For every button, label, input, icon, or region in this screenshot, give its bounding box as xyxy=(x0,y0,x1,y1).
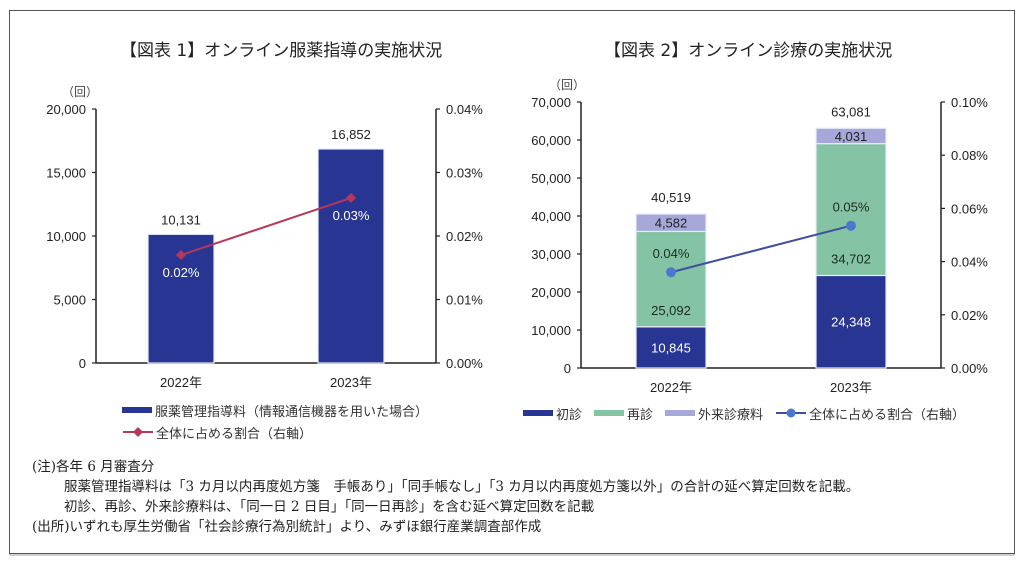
y-tick-label: 40,000 xyxy=(531,209,571,224)
legend-label: 初診 xyxy=(556,407,583,423)
y-tick-label: 60,000 xyxy=(531,133,571,148)
legend-circle-line-icon xyxy=(776,408,807,418)
ratio-point xyxy=(176,250,186,261)
y-tick-label: 50,000 xyxy=(531,171,571,186)
frame-shadow xyxy=(9,554,1015,556)
legend-label: 服薬管理指導料（情報通信機器を用いた場合） xyxy=(155,404,429,420)
y2-tick-label: 0.02% xyxy=(446,229,483,244)
segment-value-label: 4,031 xyxy=(835,129,868,144)
y2-tick-label: 0.08% xyxy=(951,148,988,163)
legend-label: 再診 xyxy=(627,407,654,423)
bar-segment xyxy=(317,148,385,364)
ratio-point xyxy=(666,267,676,278)
total-value-label: 63,081 xyxy=(831,104,871,119)
chart1-legend: 服薬管理指導料（情報通信機器を用いた場合） 全体に占める割合（右軸） xyxy=(122,399,428,443)
ratio-value-label: 0.05% xyxy=(833,200,870,215)
x-tick-label: 2022年 xyxy=(650,380,692,395)
total-value-label: 40,519 xyxy=(651,190,691,205)
legend-swatch-gairai xyxy=(665,410,696,416)
y2-tick-label: 0.04% xyxy=(951,255,988,270)
chart2-legend-line: 全体に占める割合（右軸） xyxy=(775,402,965,424)
chart2-title: 【図表 2】オンライン診療の実施状況 xyxy=(604,41,893,61)
note-shinryo: 初診、再診、外来診療料は、「同一日 2 日目」「同一日再診」を含む延べ算定回数を… xyxy=(64,499,595,515)
bar-segment xyxy=(815,143,887,277)
ratio-line xyxy=(180,196,352,256)
ratio-value-label: 0.03% xyxy=(333,208,370,223)
legend-swatch-saishin xyxy=(594,410,625,416)
bar-segment xyxy=(635,230,707,328)
ratio-value-label: 0.04% xyxy=(653,246,690,261)
segment-value-label: 34,702 xyxy=(831,251,871,266)
y-axis-unit-label: （回） xyxy=(62,85,98,99)
y-axis-unit-label: （回） xyxy=(549,78,585,92)
y-tick-label: 15,000 xyxy=(46,166,86,181)
legend-swatch-bar xyxy=(122,407,152,413)
bar-segment xyxy=(815,274,887,369)
y-tick-label: 70,000 xyxy=(531,95,571,110)
segment-value-label: 25,092 xyxy=(651,303,691,318)
chart2-legend-shoshin: 初診 xyxy=(523,402,582,424)
note-survey: (注)各年 6 月審査分 xyxy=(32,459,155,475)
y2-tick-label: 0.04% xyxy=(446,102,483,117)
legend-swatch-shoshin xyxy=(523,410,553,416)
y-tick-label: 10,000 xyxy=(531,323,571,338)
y-tick-label: 5,000 xyxy=(53,293,86,308)
y-tick-label: 20,000 xyxy=(531,285,571,300)
segment-value-label: 4,582 xyxy=(655,216,688,231)
y-tick-label: 0 xyxy=(564,361,571,376)
y-tick-label: 30,000 xyxy=(531,247,571,262)
y-tick-label: 0 xyxy=(79,356,86,371)
segment-value-label: 10,845 xyxy=(651,340,691,355)
y-tick-label: 20,000 xyxy=(46,102,86,117)
chart1-title: 【図表 1】オンライン服薬指導の実施状況 xyxy=(120,41,443,61)
ratio-point xyxy=(846,220,856,231)
y2-tick-label: 0.10% xyxy=(951,95,988,110)
ratio-line xyxy=(670,224,852,274)
chart1-legend-line: 全体に占める割合（右軸） xyxy=(122,421,428,443)
legend-label: 外来診療料 xyxy=(698,407,764,423)
bar-segment xyxy=(815,127,887,145)
y2-tick-label: 0.01% xyxy=(446,293,483,308)
legend-label: 全体に占める割合（右軸） xyxy=(156,426,313,442)
y2-tick-label: 0.00% xyxy=(951,361,988,376)
ratio-value-label: 0.02% xyxy=(163,265,200,280)
legend-label: 全体に占める割合（右軸） xyxy=(809,407,966,423)
bar-segment xyxy=(635,213,707,233)
chart2-legend: 初診 再診 外来診療料 全体に占める割合（右軸） xyxy=(523,402,965,424)
y2-tick-label: 0.06% xyxy=(951,201,988,216)
chart1-legend-bar: 服薬管理指導料（情報通信機器を用いた場合） xyxy=(122,399,428,421)
note-source: (出所)いずれも厚生労働省「社会診療行為別統計」より、みずほ銀行産業調査部作成 xyxy=(32,519,542,535)
x-tick-label: 2023年 xyxy=(830,380,872,395)
legend-diamond-line-icon xyxy=(123,427,153,437)
footnotes: (注)各年 6 月審査分 服薬管理指導料は「3 カ月以内再度処方箋 手帳あり」「… xyxy=(32,457,859,537)
x-tick-label: 2023年 xyxy=(330,375,372,390)
chart1-plot: （回） 0 5,000 10,000 15,000 20,000 0.00% 0.01% 0.0… xyxy=(46,85,483,390)
x-tick-label: 2022年 xyxy=(160,375,202,390)
chart2-legend-gairai: 外来診療料 xyxy=(665,402,763,424)
y-tick-label: 10,000 xyxy=(46,229,86,244)
note-fukuyaku: 服薬管理指導料は「3 カ月以内再度処方箋 手帳あり」「同手帳なし」「3 カ月以内… xyxy=(64,479,860,495)
bar-value-label: 10,131 xyxy=(161,212,201,227)
y2-tick-label: 0.02% xyxy=(951,308,988,323)
segment-value-label: 24,348 xyxy=(831,315,871,330)
chart2-plot: （回） 0 10,000 20,000 30,000 40,000 50,000 60,000… xyxy=(531,78,988,395)
y2-tick-label: 0.00% xyxy=(446,356,483,371)
ratio-point xyxy=(346,192,356,203)
chart2-legend-saishin: 再診 xyxy=(594,402,653,424)
bar-segment xyxy=(635,326,707,369)
bar-value-label: 16,852 xyxy=(331,127,371,142)
y2-tick-label: 0.03% xyxy=(446,166,483,181)
